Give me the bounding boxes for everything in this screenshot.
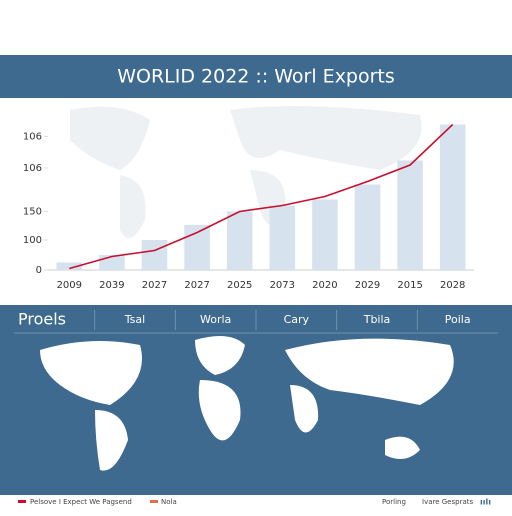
x-tick-label: 2027 xyxy=(184,280,209,291)
continent xyxy=(290,385,319,433)
footer-label: Porling xyxy=(382,498,406,506)
footer-label: Nola xyxy=(161,498,177,506)
continent xyxy=(195,336,245,375)
continent xyxy=(285,338,454,405)
continent xyxy=(120,175,146,238)
panel-title: Proels xyxy=(18,310,66,329)
bar xyxy=(56,262,83,270)
footer-label: Ivare Gesprats xyxy=(422,498,473,506)
continent xyxy=(95,410,128,471)
legend-swatch xyxy=(150,500,158,503)
bar xyxy=(354,184,381,270)
continent xyxy=(230,106,422,170)
y-tick-label: 106 xyxy=(23,163,42,174)
chart-title: WORLID 2022 :: Worl Exports xyxy=(117,66,395,88)
y-tick-label: 150 xyxy=(23,207,42,218)
world-map xyxy=(40,336,454,471)
x-tick-label: 2027 xyxy=(142,280,167,291)
bar xyxy=(397,160,423,270)
x-tick-label: 2020 xyxy=(312,280,337,291)
trend-line xyxy=(69,123,454,270)
continent xyxy=(385,436,420,459)
x-tick-label: 2025 xyxy=(227,280,252,291)
bar xyxy=(439,124,466,270)
x-tick-label: 2028 xyxy=(440,280,465,291)
header-bar xyxy=(0,55,512,98)
tab: Poila xyxy=(445,313,471,326)
x-tick-label: 2073 xyxy=(270,280,295,291)
logo: ıılı xyxy=(480,498,491,507)
x-tick-label: 2009 xyxy=(57,280,82,291)
y-tick-label: 100 xyxy=(23,235,42,246)
x-tick-label: 2015 xyxy=(397,280,422,291)
y-tick-label: 0 xyxy=(36,265,42,276)
continent xyxy=(40,341,142,405)
tab: Tbila xyxy=(363,313,391,326)
y-tick-label: 106 xyxy=(23,132,42,143)
x-tick-label: 2039 xyxy=(99,280,124,291)
background-map xyxy=(70,106,422,238)
bar xyxy=(312,199,338,270)
x-tick-label: 2029 xyxy=(355,280,380,291)
bar xyxy=(226,211,253,270)
bar xyxy=(141,240,168,270)
tab: Tsal xyxy=(124,313,145,326)
footer-label: Pelsove I Expect We Pagsend xyxy=(30,498,132,506)
legend-swatch xyxy=(18,500,26,503)
continent xyxy=(198,380,241,441)
tab: Cary xyxy=(284,313,310,326)
bar xyxy=(269,205,296,270)
continent xyxy=(70,106,150,170)
tab: Worla xyxy=(200,313,231,326)
